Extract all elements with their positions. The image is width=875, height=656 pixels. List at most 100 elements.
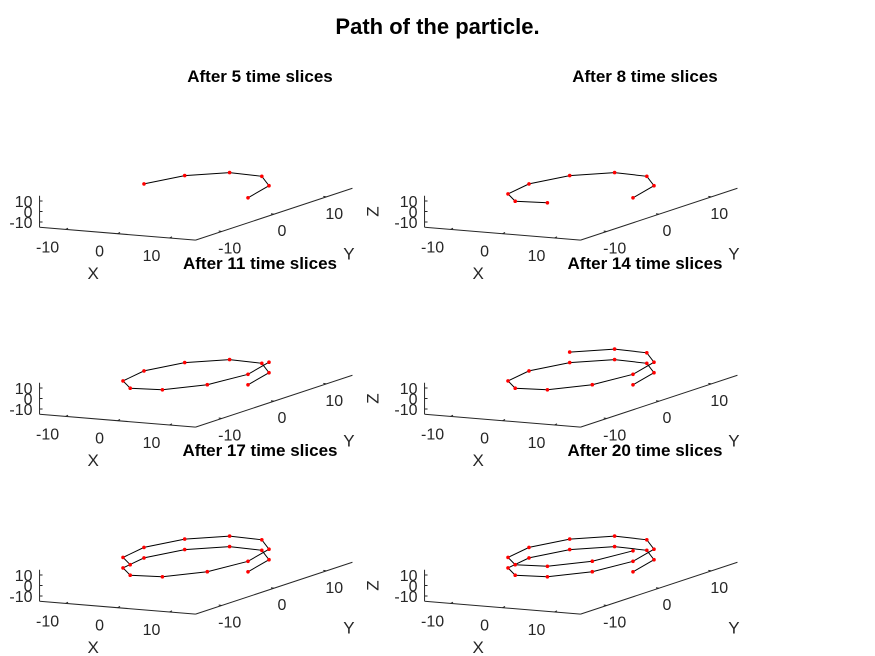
x-tick [502,419,506,422]
data-point [527,556,531,560]
x-axis-label: X [87,264,98,283]
data-point [567,350,572,354]
y-tick [603,230,607,232]
y-axis-label: Y [728,244,739,263]
x-tick [554,610,558,613]
x-tick [65,601,69,604]
data-point [182,537,187,541]
x-tick-label: -10 [421,239,444,256]
data-point [142,369,146,373]
data-point [182,360,187,365]
z-tick-label: -10 [9,589,32,606]
data-point [267,557,271,562]
data-point [182,173,187,178]
data-point [652,547,656,551]
subplot-3: After 11 time slices-10 0 10 -10010100-10XY… [9,254,354,470]
x-tick-label: 0 [95,618,104,635]
y-tick-label: 0 [663,410,672,427]
data-point [612,170,617,175]
x-tick-label: 10 [528,622,546,639]
data-point [121,566,125,570]
data-point [567,537,572,541]
x-tick-label: 0 [480,618,489,635]
y-axis-label: Y [343,618,354,637]
x-tick [169,236,173,239]
y-tick [655,400,660,402]
particle-path [122,359,270,391]
y-tick-label: 10 [325,580,343,597]
y-tick-label: 0 [663,597,672,614]
y-tick [323,195,327,198]
data-point [612,534,617,538]
data-point [612,347,617,351]
subplot-title: After 11 time slices [183,254,337,273]
y-axis-line [195,374,353,428]
x-tick [117,606,121,609]
y-tick [270,213,275,215]
y-tick-label: -10 [218,428,241,445]
x-axis-label: X [472,264,483,283]
data-point [227,534,232,538]
y-tick-label: -10 [218,241,241,258]
data-point [142,182,146,186]
y-axis-line [195,561,353,615]
subplot-title: After 17 time slices [183,441,338,460]
data-point [246,559,250,564]
data-point [267,547,271,551]
data-point [128,573,132,577]
z-tick-label: 0 [409,205,418,222]
data-point [506,192,510,196]
data-point [567,173,572,178]
x-tick-label: -10 [421,426,444,443]
x-tick-label: 10 [143,248,161,265]
z-tick-label: -10 [394,215,417,232]
x-tick-label: 10 [528,248,546,265]
data-point [246,383,250,387]
data-point [590,382,595,387]
subplot-5: After 17 time slices-10 0 10 -10010100-10XY… [9,441,354,656]
y-tick [603,604,607,606]
x-tick-label: 10 [528,435,546,452]
x-tick [65,414,69,417]
data-point [182,547,187,552]
y-tick-label: 0 [663,223,672,240]
z-tick-label: 0 [409,392,418,409]
data-point [205,569,210,574]
data-point [506,379,510,383]
data-point [527,369,531,373]
y-tick-label: -10 [603,615,626,632]
x-tick-label: 10 [143,435,161,452]
data-point [121,379,125,383]
y-tick-label: 10 [325,206,343,223]
z-tick-label: -10 [9,215,32,232]
particle-path [143,172,270,199]
y-tick [218,417,222,419]
data-point [652,360,656,364]
x-tick-label: 0 [480,244,489,261]
z-tick-label: 10 [400,381,418,398]
data-point [267,360,271,364]
data-point [506,566,510,570]
data-point [527,182,531,186]
data-point [545,388,550,392]
data-point [652,557,656,562]
z-tick-label: 10 [15,568,33,585]
x-tick [554,236,558,239]
z-tick-label: 0 [24,392,33,409]
data-point [160,575,165,579]
x-tick [502,606,506,609]
data-point [246,570,250,574]
data-point [631,383,635,387]
y-axis-label: Y [728,618,739,637]
x-tick-label: -10 [421,613,444,630]
data-point [545,564,550,569]
x-tick [502,232,506,235]
y-axis-line [580,374,738,428]
subplot-title: After 8 time slices [572,67,718,86]
data-point [121,555,125,560]
data-point [612,544,617,549]
z-tick-label: 0 [24,579,33,596]
data-point [631,570,635,574]
